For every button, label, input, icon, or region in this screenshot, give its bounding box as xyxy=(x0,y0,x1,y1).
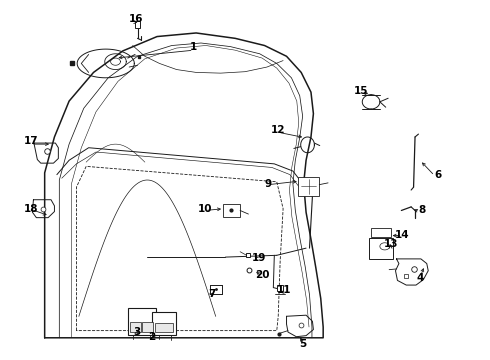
Text: 16: 16 xyxy=(129,14,144,24)
Bar xyxy=(130,321,141,332)
Text: 10: 10 xyxy=(197,204,212,215)
Bar xyxy=(143,321,153,332)
Text: 18: 18 xyxy=(24,204,38,215)
Bar xyxy=(128,308,156,335)
Text: 1: 1 xyxy=(190,42,197,52)
Text: 5: 5 xyxy=(299,339,306,349)
Text: 9: 9 xyxy=(265,179,272,189)
Text: 2: 2 xyxy=(148,332,156,342)
Text: 6: 6 xyxy=(434,170,441,180)
Bar xyxy=(368,238,393,259)
Bar xyxy=(155,323,173,332)
Bar xyxy=(222,204,240,217)
Text: 4: 4 xyxy=(416,273,424,283)
Bar xyxy=(152,312,175,335)
Bar xyxy=(298,177,319,197)
Text: 15: 15 xyxy=(354,86,368,96)
Text: 17: 17 xyxy=(24,136,38,146)
Text: 11: 11 xyxy=(277,285,292,296)
Text: 7: 7 xyxy=(208,289,216,299)
Bar xyxy=(371,228,391,237)
Text: 14: 14 xyxy=(395,230,410,239)
Text: 8: 8 xyxy=(418,206,425,216)
Text: 13: 13 xyxy=(383,239,398,249)
Text: 3: 3 xyxy=(133,327,140,337)
Text: 20: 20 xyxy=(255,270,270,280)
Text: 12: 12 xyxy=(271,125,286,135)
Bar xyxy=(135,21,141,28)
Text: 19: 19 xyxy=(251,253,266,263)
